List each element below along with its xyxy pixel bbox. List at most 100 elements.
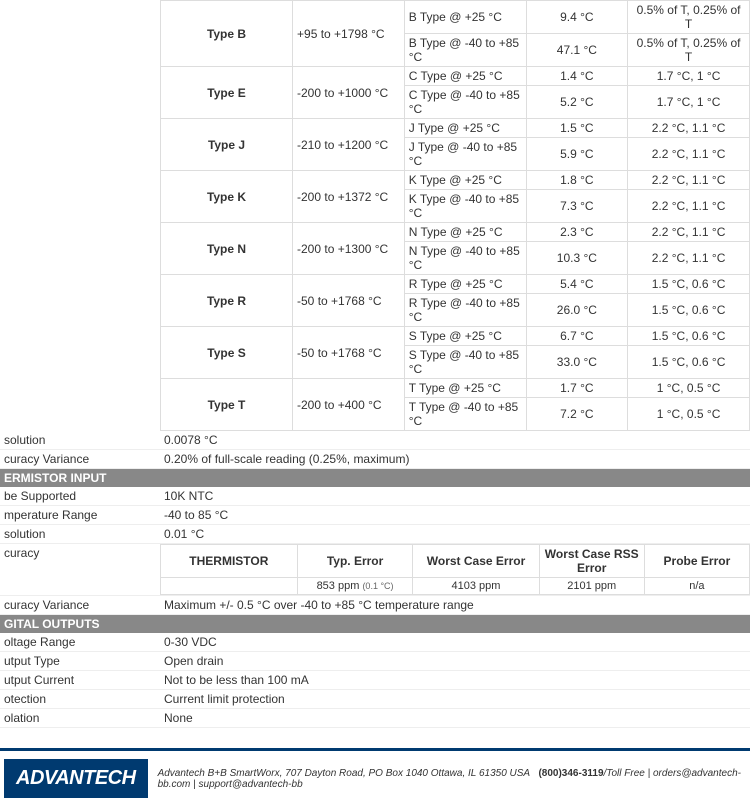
tc-spec-cell: 1.5 °C, 0.6 °C xyxy=(628,346,750,379)
spec-label: curacy Variance xyxy=(0,450,160,468)
spec-label: be Supported xyxy=(0,487,160,505)
tc-row: Type K-200 to +1372 °CK Type @ +25 °C1.8… xyxy=(161,171,750,190)
thermocouple-table-container: Type B+95 to +1798 °CB Type @ +25 °C9.4 … xyxy=(160,0,750,431)
tc-spec-cell: 2.2 °C, 1.1 °C xyxy=(628,223,750,242)
spec-label: mperature Range xyxy=(0,506,160,524)
spec-row: olationNone xyxy=(0,709,750,728)
tc-row: Type S-50 to +1768 °CS Type @ +25 °C6.7 … xyxy=(161,327,750,346)
spec-value: Maximum +/- 0.5 °C over -40 to +85 °C te… xyxy=(160,596,750,614)
tc-range-cell: +95 to +1798 °C xyxy=(293,1,405,67)
therm-d-probe: n/a xyxy=(644,578,749,595)
tc-cond-cell: B Type @ -40 to +85 °C xyxy=(404,34,526,67)
spec-value: 0.0078 °C xyxy=(160,431,750,449)
tc-val-cell: 2.3 °C xyxy=(526,223,628,242)
tc-type-cell: Type R xyxy=(161,275,293,327)
tc-cond-cell: S Type @ +25 °C xyxy=(404,327,526,346)
thermocouple-table: Type B+95 to +1798 °CB Type @ +25 °C9.4 … xyxy=(160,0,750,431)
tc-type-cell: Type S xyxy=(161,327,293,379)
tc-cond-cell: N Type @ +25 °C xyxy=(404,223,526,242)
therm-d-rss: 2101 ppm xyxy=(539,578,644,595)
therm-h-typ: Typ. Error xyxy=(297,545,413,578)
spec-value: 10K NTC xyxy=(160,487,750,505)
tc-spec-cell: 2.2 °C, 1.1 °C xyxy=(628,171,750,190)
tc-cond-cell: B Type @ +25 °C xyxy=(404,1,526,34)
therm-h-worst: Worst Case Error xyxy=(413,545,539,578)
tc-cond-cell: C Type @ -40 to +85 °C xyxy=(404,86,526,119)
thermistor-header-row: THERMISTOR Typ. Error Worst Case Error W… xyxy=(161,545,750,578)
spec-row: utput TypeOpen drain xyxy=(0,652,750,671)
spec-row: utput CurrentNot to be less than 100 mA xyxy=(0,671,750,690)
tc-spec-cell: 1.7 °C, 1 °C xyxy=(628,86,750,119)
spec-value: 0.20% of full-scale reading (0.25%, maxi… xyxy=(160,450,750,468)
tc-cond-cell: C Type @ +25 °C xyxy=(404,67,526,86)
footer-sep: | xyxy=(190,779,198,790)
tc-spec-cell: 2.2 °C, 1.1 °C xyxy=(628,119,750,138)
tc-type-cell: Type N xyxy=(161,223,293,275)
spec-group-3: curacy VarianceMaximum +/- 0.5 °C over -… xyxy=(0,596,750,615)
tc-cond-cell: T Type @ +25 °C xyxy=(404,379,526,398)
spec-row: otectionCurrent limit protection xyxy=(0,690,750,709)
tc-spec-cell: 1.5 °C, 0.6 °C xyxy=(628,327,750,346)
tc-val-cell: 10.3 °C xyxy=(526,242,628,275)
spec-label: oltage Range xyxy=(0,633,160,651)
spec-label: solution xyxy=(0,525,160,543)
tc-type-cell: Type J xyxy=(161,119,293,171)
tc-val-cell: 5.2 °C xyxy=(526,86,628,119)
spec-row: solution0.01 °C xyxy=(0,525,750,544)
spec-value: None xyxy=(160,709,750,727)
thermistor-accuracy-label: curacy xyxy=(0,544,160,595)
tc-type-cell: Type K xyxy=(161,171,293,223)
tc-val-cell: 5.4 °C xyxy=(526,275,628,294)
spec-group-1: solution0.0078 °Ccuracy Variance0.20% of… xyxy=(0,431,750,469)
tc-range-cell: -200 to +1372 °C xyxy=(293,171,405,223)
thermistor-section-header: ERMISTOR INPUT xyxy=(0,469,750,487)
tc-cond-cell: S Type @ -40 to +85 °C xyxy=(404,346,526,379)
tc-spec-cell: 1.5 °C, 0.6 °C xyxy=(628,275,750,294)
spec-value: -40 to 85 °C xyxy=(160,506,750,524)
tc-range-cell: -50 to +1768 °C xyxy=(293,327,405,379)
tc-row: Type R-50 to +1768 °CR Type @ +25 °C5.4 … xyxy=(161,275,750,294)
spec-label: olation xyxy=(0,709,160,727)
tc-val-cell: 33.0 °C xyxy=(526,346,628,379)
tc-range-cell: -210 to +1200 °C xyxy=(293,119,405,171)
tc-val-cell: 6.7 °C xyxy=(526,327,628,346)
footer-text: Advantech B+B SmartWorx, 707 Dayton Road… xyxy=(158,768,746,790)
tc-spec-cell: 1.5 °C, 0.6 °C xyxy=(628,294,750,327)
tc-row: Type E-200 to +1000 °CC Type @ +25 °C1.4… xyxy=(161,67,750,86)
spec-row: be Supported10K NTC xyxy=(0,487,750,506)
spec-value: Current limit protection xyxy=(160,690,750,708)
tc-type-cell: Type B xyxy=(161,1,293,67)
tc-cond-cell: J Type @ -40 to +85 °C xyxy=(404,138,526,171)
digital-section-header: GITAL OUTPUTS xyxy=(0,615,750,633)
spec-value: Open drain xyxy=(160,652,750,670)
tc-val-cell: 47.1 °C xyxy=(526,34,628,67)
tc-type-cell: Type T xyxy=(161,379,293,431)
tc-spec-cell: 2.2 °C, 1.1 °C xyxy=(628,242,750,275)
spec-row: curacy VarianceMaximum +/- 0.5 °C over -… xyxy=(0,596,750,615)
tc-val-cell: 9.4 °C xyxy=(526,1,628,34)
spec-label: curacy Variance xyxy=(0,596,160,614)
page-footer: ADVANTECH Advantech B+B SmartWorx, 707 D… xyxy=(0,748,750,806)
tc-spec-cell: 1 °C, 0.5 °C xyxy=(628,398,750,431)
tc-range-cell: -50 to +1768 °C xyxy=(293,275,405,327)
tc-val-cell: 1.7 °C xyxy=(526,379,628,398)
spec-label: solution xyxy=(0,431,160,449)
tc-cond-cell: R Type @ -40 to +85 °C xyxy=(404,294,526,327)
spec-row: curacy Variance0.20% of full-scale readi… xyxy=(0,450,750,469)
spec-value: 0-30 VDC xyxy=(160,633,750,651)
tc-spec-cell: 1.7 °C, 1 °C xyxy=(628,67,750,86)
tc-val-cell: 1.8 °C xyxy=(526,171,628,190)
advantech-logo: ADVANTECH xyxy=(4,759,148,798)
tc-cond-cell: R Type @ +25 °C xyxy=(404,275,526,294)
footer-address: Advantech B+B SmartWorx, 707 Dayton Road… xyxy=(158,768,531,779)
tc-range-cell: -200 to +400 °C xyxy=(293,379,405,431)
tc-row: Type B+95 to +1798 °CB Type @ +25 °C9.4 … xyxy=(161,1,750,34)
spec-label: otection xyxy=(0,690,160,708)
spec-value: 0.01 °C xyxy=(160,525,750,543)
footer-email2: support@advantech-bb xyxy=(199,779,303,790)
therm-h-probe: Probe Error xyxy=(644,545,749,578)
tc-cond-cell: J Type @ +25 °C xyxy=(404,119,526,138)
tc-spec-cell: 1 °C, 0.5 °C xyxy=(628,379,750,398)
spec-row: solution0.0078 °C xyxy=(0,431,750,450)
tc-cond-cell: K Type @ -40 to +85 °C xyxy=(404,190,526,223)
